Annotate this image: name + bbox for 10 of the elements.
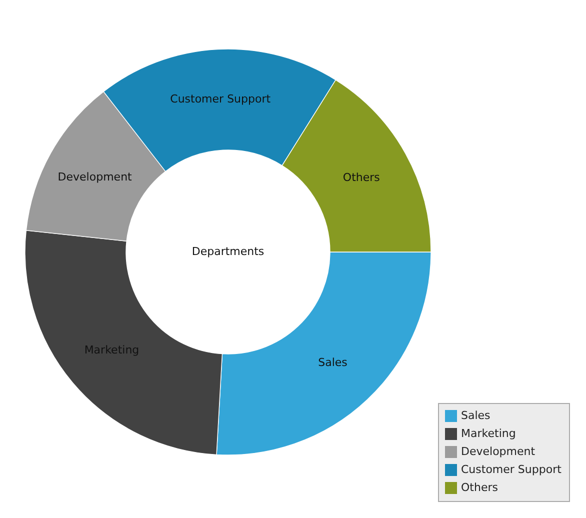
legend-label: Others bbox=[461, 481, 498, 494]
legend-label: Development bbox=[461, 445, 536, 458]
slice-label: Development bbox=[58, 170, 133, 184]
legend-label: Sales bbox=[461, 409, 491, 422]
slice-label: Sales bbox=[318, 356, 348, 369]
legend-label: Marketing bbox=[461, 427, 516, 440]
text: Departments bbox=[192, 245, 264, 258]
legend-label: Customer Support bbox=[461, 463, 562, 476]
slice-label: Others bbox=[342, 171, 380, 184]
slice-label: Customer Support bbox=[170, 92, 272, 106]
